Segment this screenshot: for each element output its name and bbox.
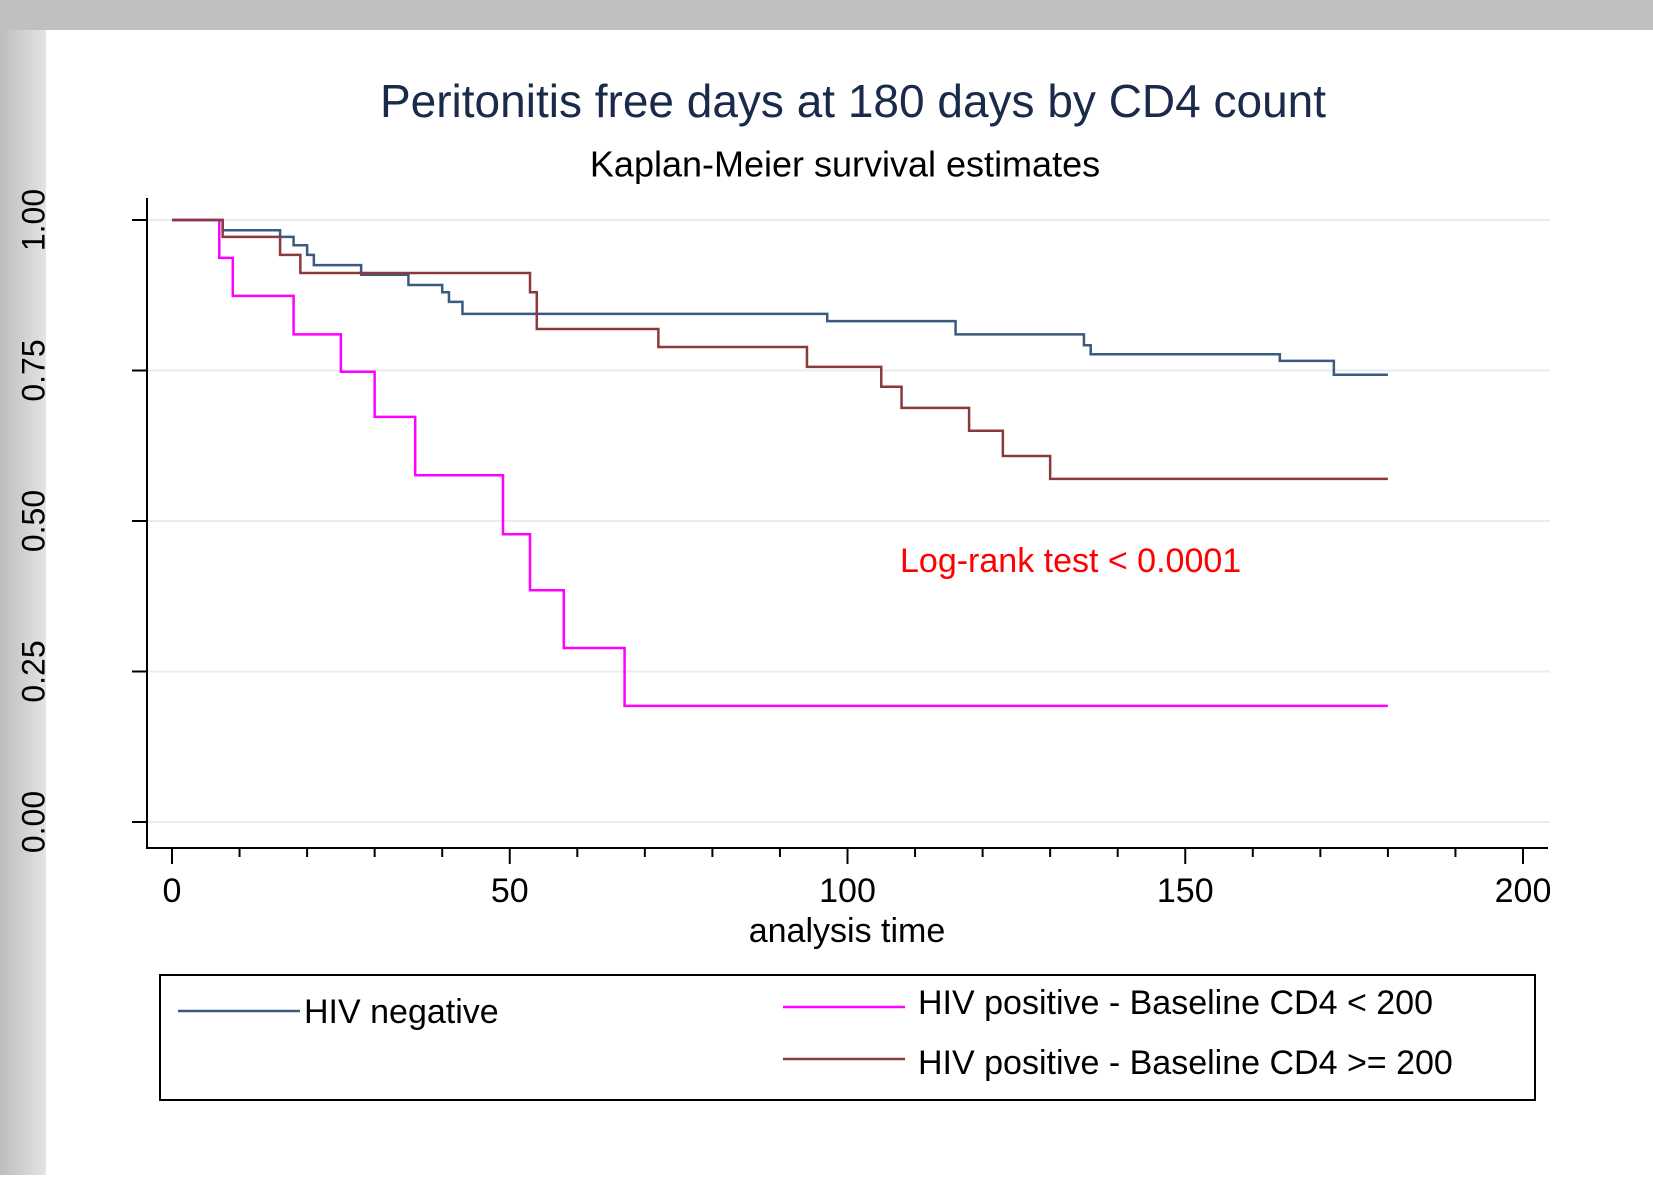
x-tick-label: 100 bbox=[819, 872, 876, 910]
annotation: Log-rank test < 0.0001 bbox=[900, 542, 1241, 580]
survival-line bbox=[172, 218, 1388, 376]
x-tick-label: 0 bbox=[163, 872, 182, 910]
survival-line bbox=[172, 218, 1388, 708]
legend-label: HIV positive - Baseline CD4 >= 200 bbox=[918, 1044, 1453, 1082]
x-tick-label: 150 bbox=[1157, 872, 1214, 910]
x-tick-label: 50 bbox=[491, 872, 529, 910]
chart-title: Peritonitis free days at 180 days by CD4… bbox=[380, 75, 1326, 127]
x-axis-title: analysis time bbox=[749, 912, 946, 950]
y-tick-label: 0.50 bbox=[15, 490, 51, 552]
y-tick-label: 1.00 bbox=[15, 189, 51, 251]
y-tick-label: 0.00 bbox=[15, 791, 51, 853]
legend-label: HIV positive - Baseline CD4 < 200 bbox=[918, 984, 1433, 1022]
y-tick-label: 0.25 bbox=[15, 640, 51, 702]
x-tick-label: 200 bbox=[1495, 872, 1552, 910]
legend-box bbox=[159, 974, 1536, 1101]
legend-label: HIV negative bbox=[304, 993, 499, 1031]
survival-line bbox=[172, 218, 1388, 481]
y-tick-label: 0.75 bbox=[15, 339, 51, 401]
chart-subtitle: Kaplan-Meier survival estimates bbox=[590, 144, 1100, 185]
left-border bbox=[0, 30, 46, 1175]
